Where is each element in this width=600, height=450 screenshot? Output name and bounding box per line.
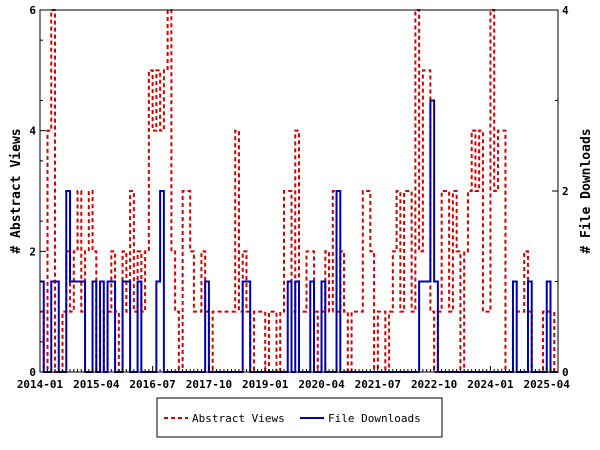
y-left-tick-label: 4 — [29, 125, 36, 138]
x-tick-label: 2025-04 — [524, 378, 571, 391]
x-tick-label: 2021-07 — [355, 378, 401, 391]
y-left-tick-label: 0 — [29, 366, 36, 379]
legend-box — [156, 397, 443, 438]
x-tick-label: 2024-01 — [467, 378, 514, 391]
y-right-tick-label: 2 — [562, 185, 569, 198]
x-tick-label: 2017-10 — [186, 378, 232, 391]
tick-labels: 2014-01 2015-04 2016-07 2017-10 2019-01 2020-… — [17, 4, 570, 391]
x-tick-label: 2016-07 — [129, 378, 175, 391]
series-line-abstract-views — [40, 9, 558, 373]
plot-frame — [39, 9, 559, 373]
y-right-tick-label: 0 — [562, 366, 569, 379]
right-axis-title: # File Downloads — [579, 128, 594, 253]
left-axis-title: # Abstract Views — [9, 128, 24, 253]
legend-label-file-downloads: File Downloads — [328, 412, 421, 425]
x-tick-label: 2022-10 — [411, 378, 457, 391]
x-tick-label: 2014-01 — [17, 378, 64, 391]
y-right-tick-label: 4 — [562, 4, 569, 17]
x-tick-label: 2020-04 — [298, 378, 345, 391]
legend: Abstract Views File Downloads — [156, 397, 443, 438]
legend-label-abstract-views: Abstract Views — [192, 412, 285, 425]
y-left-tick-label: 2 — [29, 245, 36, 258]
x-tick-label: 2019-01 — [242, 378, 289, 391]
x-tick-label: 2015-04 — [73, 378, 120, 391]
y-left-tick-label: 6 — [29, 4, 36, 17]
